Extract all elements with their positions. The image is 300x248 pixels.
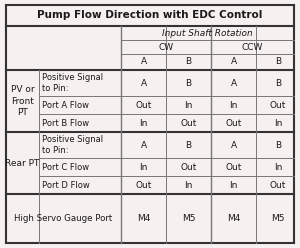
Text: Out: Out: [135, 181, 152, 189]
Text: In: In: [229, 100, 238, 110]
Text: B: B: [275, 58, 281, 66]
Text: A: A: [140, 141, 147, 150]
Text: In: In: [229, 181, 238, 189]
Text: Port C Flow: Port C Flow: [42, 162, 89, 172]
Text: PV or
Front
PT: PV or Front PT: [11, 85, 34, 117]
Text: M5: M5: [271, 214, 285, 223]
Text: Out: Out: [225, 162, 242, 172]
Text: Out: Out: [180, 162, 197, 172]
Text: In: In: [274, 162, 282, 172]
Text: A: A: [230, 79, 237, 88]
Text: M5: M5: [182, 214, 195, 223]
Text: Port B Flow: Port B Flow: [42, 119, 89, 127]
Text: Port D Flow: Port D Flow: [42, 181, 90, 189]
Text: A: A: [230, 141, 237, 150]
Text: In: In: [184, 181, 193, 189]
Text: Rear PT: Rear PT: [5, 158, 40, 167]
Text: Positive Signal
to Pin:: Positive Signal to Pin:: [42, 73, 103, 93]
Text: Out: Out: [135, 100, 152, 110]
Text: Positive Signal
to Pin:: Positive Signal to Pin:: [42, 135, 103, 155]
Text: High Servo Gauge Port: High Servo Gauge Port: [14, 214, 113, 223]
Text: B: B: [185, 141, 192, 150]
Text: A: A: [140, 58, 147, 66]
Text: CW: CW: [158, 42, 174, 52]
Text: Out: Out: [180, 119, 197, 127]
Text: CCW: CCW: [242, 42, 263, 52]
Text: M4: M4: [137, 214, 150, 223]
Text: Pump Flow Direction with EDC Control: Pump Flow Direction with EDC Control: [37, 10, 263, 21]
Text: M4: M4: [227, 214, 240, 223]
Text: B: B: [185, 58, 192, 66]
Text: Input Shaft Rotation: Input Shaft Rotation: [162, 29, 253, 37]
Text: Out: Out: [270, 181, 286, 189]
Text: In: In: [139, 119, 148, 127]
Text: Out: Out: [225, 119, 242, 127]
Text: In: In: [184, 100, 193, 110]
Text: B: B: [275, 79, 281, 88]
Text: A: A: [140, 79, 147, 88]
Text: In: In: [274, 119, 282, 127]
Text: Port A Flow: Port A Flow: [42, 100, 89, 110]
Text: In: In: [139, 162, 148, 172]
Text: B: B: [275, 141, 281, 150]
Text: A: A: [230, 58, 237, 66]
Text: Out: Out: [270, 100, 286, 110]
Text: B: B: [185, 79, 192, 88]
